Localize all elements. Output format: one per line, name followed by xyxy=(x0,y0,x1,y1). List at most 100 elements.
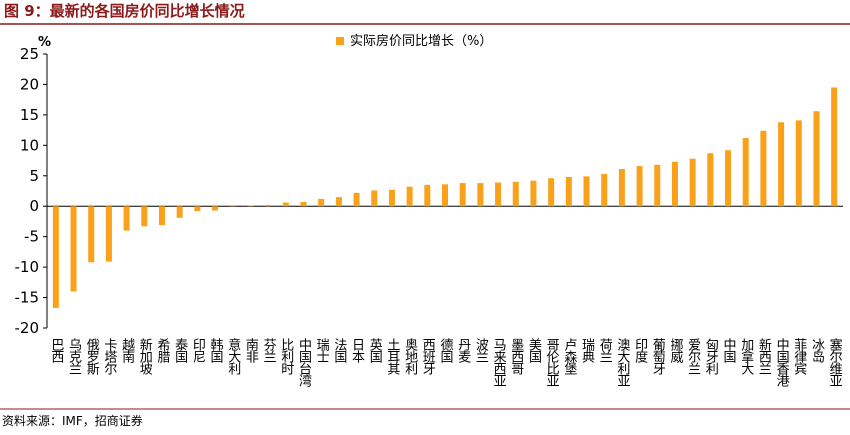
y-tick-label: -5 xyxy=(24,228,39,246)
legend-swatch xyxy=(336,37,344,45)
bar xyxy=(300,202,306,206)
title: 图 9：最新的各国房价同比增长情况 xyxy=(4,2,245,20)
x-tick-label: 乌克兰 xyxy=(66,337,82,374)
bar xyxy=(283,203,289,207)
bar xyxy=(124,206,130,230)
x-tick-label: 中国台湾 xyxy=(296,338,312,387)
x-tick-label: 瑞士 xyxy=(314,338,330,362)
bar xyxy=(654,165,660,206)
bar xyxy=(743,138,749,206)
y-tick-label: 25 xyxy=(20,45,39,63)
y-tick-label: -10 xyxy=(15,258,40,276)
x-tick-label: 俄罗斯 xyxy=(84,338,100,376)
x-tick-label: 新加坡 xyxy=(137,337,153,375)
x-tick-label: 土耳其 xyxy=(384,338,400,375)
bar xyxy=(88,206,94,262)
x-tick-label: 西班牙 xyxy=(420,338,436,375)
bar xyxy=(619,169,625,206)
x-tick-label: 丹麦 xyxy=(455,338,471,363)
bar xyxy=(389,190,395,206)
bar xyxy=(813,111,819,206)
y-tick-label: -15 xyxy=(15,289,40,307)
bar xyxy=(354,193,360,206)
bar xyxy=(53,206,59,308)
bar xyxy=(177,206,183,218)
x-tick-label: 韩国 xyxy=(208,338,224,363)
bar xyxy=(141,206,147,226)
x-tick-label: 新西兰 xyxy=(756,337,772,374)
bar xyxy=(318,199,324,206)
x-tick-label: 卢森堡 xyxy=(561,337,577,375)
x-tick-label: 加拿大 xyxy=(738,338,754,375)
x-tick-label: 马来西亚 xyxy=(491,338,507,386)
x-tick-label: 比利时 xyxy=(278,338,294,375)
bar xyxy=(407,187,413,206)
bar xyxy=(530,181,536,207)
x-tick-label: 德国 xyxy=(438,338,454,363)
x-tick-label: 匈牙利 xyxy=(703,338,719,375)
x-tick-label: 塞尔维亚 xyxy=(827,337,843,386)
bar xyxy=(548,178,554,206)
bar xyxy=(106,206,112,261)
y-tick-label: 20 xyxy=(20,75,39,93)
x-tick-label: 印度 xyxy=(632,338,648,363)
y-tick-label: 15 xyxy=(20,106,39,124)
y-tick-label: -20 xyxy=(15,319,40,337)
bar xyxy=(71,206,77,291)
x-tick-label: 南非 xyxy=(243,337,259,363)
x-tick-label: 冰岛 xyxy=(809,338,825,363)
x-tick-label: 日本 xyxy=(349,338,365,363)
bar xyxy=(566,177,572,206)
x-tick-label: 印尼 xyxy=(190,338,206,363)
y-label: % xyxy=(38,35,51,50)
x-tick-label: 澳大利亚 xyxy=(614,337,630,386)
bar xyxy=(760,131,766,207)
bar xyxy=(477,183,483,206)
x-tick-label: 中国香港 xyxy=(774,338,790,387)
bar xyxy=(513,182,519,206)
bar xyxy=(495,182,501,206)
x-tick-label: 挪威 xyxy=(667,338,683,363)
x-tick-label: 希腊 xyxy=(154,338,170,364)
bar xyxy=(690,159,696,206)
bar xyxy=(637,166,643,206)
x-tick-label: 芬兰 xyxy=(261,338,277,362)
bar xyxy=(778,122,784,206)
bar xyxy=(194,206,200,211)
bar xyxy=(584,176,590,206)
x-tick-label: 葡萄牙 xyxy=(650,338,666,375)
bar xyxy=(831,87,837,206)
x-tick-label: 法国 xyxy=(331,338,347,363)
y-tick-label: 0 xyxy=(29,197,39,215)
bar xyxy=(424,185,430,206)
bar xyxy=(796,120,802,206)
x-tick-label: 美国 xyxy=(526,338,542,363)
y-tick-label: 10 xyxy=(20,136,39,154)
x-tick-label: 英国 xyxy=(367,338,383,363)
x-tick-label: 爱尔兰 xyxy=(685,338,701,374)
x-tick-label: 波兰 xyxy=(473,338,489,362)
x-tick-label: 巴西 xyxy=(48,338,64,363)
y-tick-label: 5 xyxy=(29,167,39,185)
x-tick-label: 泰国 xyxy=(172,338,188,363)
bar xyxy=(707,153,713,206)
x-tick-label: 中国 xyxy=(721,338,736,363)
x-tick-label: 卡塔尔 xyxy=(101,338,117,375)
bar xyxy=(725,150,731,206)
x-tick-label: 墨西哥 xyxy=(508,338,524,375)
bar xyxy=(371,190,377,206)
bar xyxy=(247,206,253,207)
bar xyxy=(336,197,342,206)
bar xyxy=(601,174,607,206)
bar xyxy=(265,205,271,206)
bar xyxy=(672,162,678,206)
x-tick-label: 奥地利 xyxy=(402,338,418,375)
x-tick-label: 菲律宾 xyxy=(791,338,807,375)
bar xyxy=(159,206,165,225)
bar xyxy=(460,183,466,206)
bar xyxy=(442,184,448,206)
x-tick-label: 哥伦比亚 xyxy=(544,338,560,386)
source: 资料来源：IMF，招商证券 xyxy=(2,413,143,428)
